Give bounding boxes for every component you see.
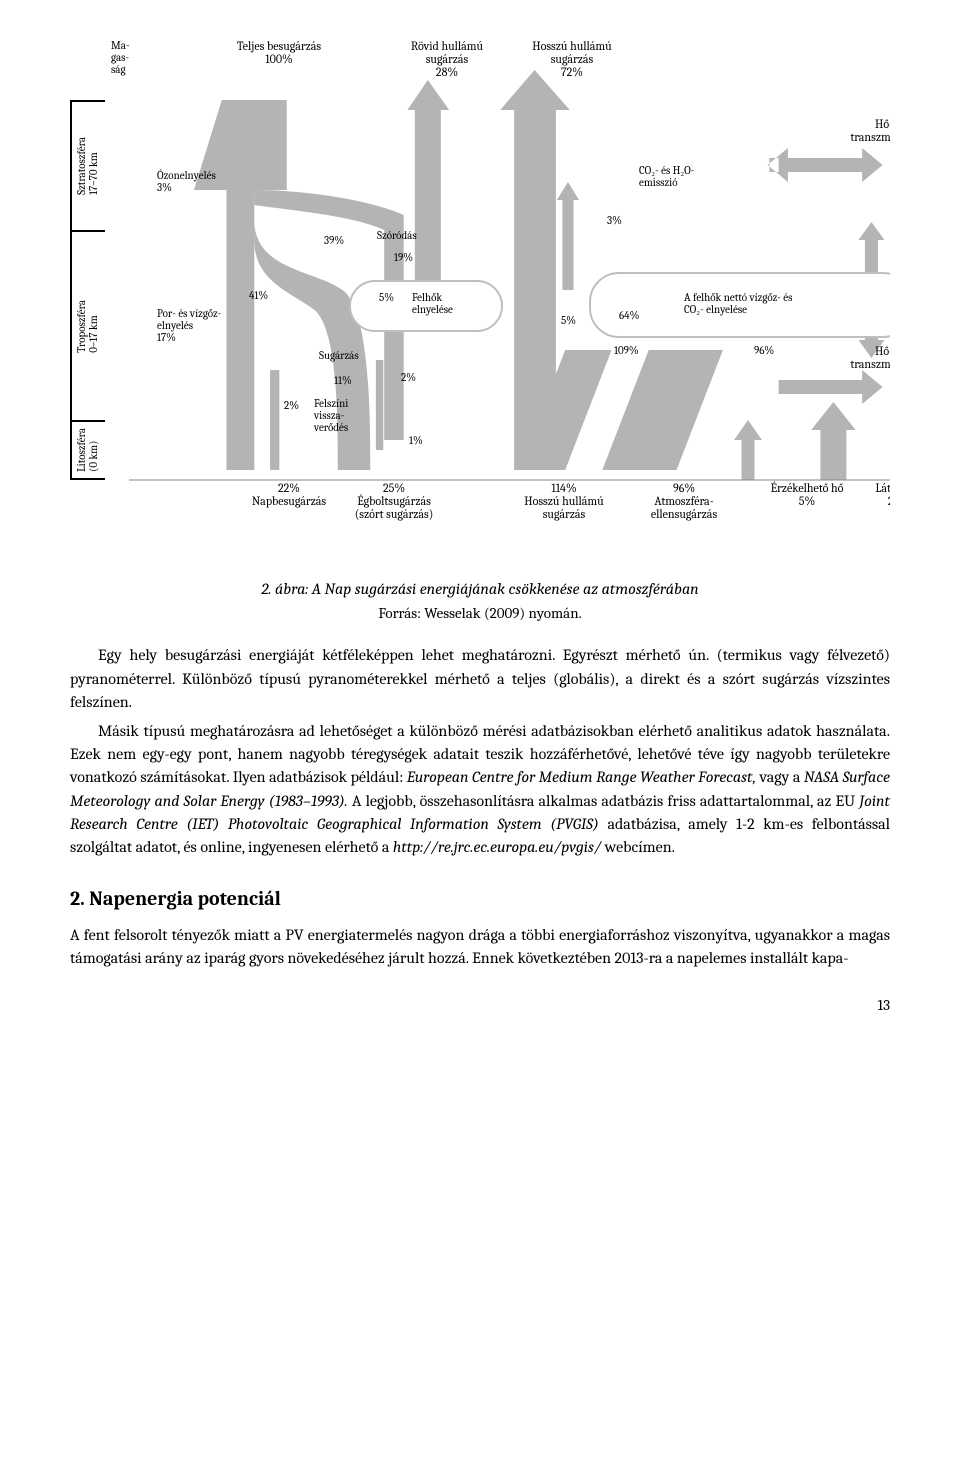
diagram-canvas: Teljes besugárzás100% Rövid hullámúsugár…	[129, 40, 890, 560]
lbl-mid-17: 64%	[619, 310, 639, 322]
paragraph-1b: Másik típusú meghatározásra ad lehetőség…	[70, 720, 890, 859]
lbl-mid-12: Felszínivissza-verődés	[314, 398, 348, 434]
lbl-mid-6: 5%	[379, 292, 394, 304]
lbl-mid-20: 96%	[754, 345, 774, 357]
lbl-mid-4: 41%	[249, 290, 268, 302]
lbl-bottom-longwave: 114%Hosszú hullámúsugárzás	[499, 482, 629, 522]
figure-caption: 2. ábra: A Nap sugárzási energiájának cs…	[70, 578, 890, 600]
figure-source: Forrás: Wesselak (2009) nyomán.	[70, 604, 890, 622]
lbl-mid-3: 19%	[394, 252, 413, 264]
lbl-mid-13: 1%	[409, 435, 423, 447]
lbl-longwave-top: Hosszú hullámúsugárzás72%	[507, 40, 637, 80]
y-axis-troposphere: Troposzféra0–17 km	[76, 300, 100, 353]
y-axis: Sztratoszféra17–70 km Troposzféra0–17 km…	[70, 40, 105, 560]
y-axis-stratosphere: Sztratoszféra17–70 km	[76, 137, 100, 195]
y-axis-header: Ma-gas-ság	[111, 40, 129, 560]
lbl-mid-19: 109%	[614, 345, 639, 357]
lbl-mid-0: Ózonelnyelés3%	[157, 170, 216, 194]
lbl-bottom-sun: 22%Napbesugárzás	[234, 482, 344, 508]
lbl-heat-trans-2: Hő-transzmisszió	[829, 345, 890, 371]
lbl-mid-15: 3%	[607, 215, 622, 227]
paragraph-1a: Egy hely besugárzási energiáját kétfélek…	[70, 644, 890, 714]
lbl-mid-10: 2%	[401, 372, 416, 384]
lbl-heat-trans-1: Hő-transzmisszió	[829, 118, 890, 144]
lbl-mid-1: 39%	[324, 235, 344, 247]
section-heading-2: 2. Napenergia potenciál	[70, 887, 890, 910]
y-axis-lithosphere: Litoszféra(0 km)	[76, 428, 100, 472]
lbl-mid-8: Sugárzás	[319, 350, 359, 362]
y-axis-title: Ma-gas-ság	[111, 40, 129, 100]
lbl-mid-7: Felhőkelnyelése	[412, 292, 453, 316]
lbl-total-irradiation: Teljes besugárzás100%	[209, 40, 349, 66]
lbl-bottom-atmo: 96%Atmoszféra-ellensugárzás	[619, 482, 749, 522]
lbl-mid-11: 2%	[284, 400, 299, 412]
lbl-mid-14: CO₂- és H₂O-emisszió	[639, 165, 694, 189]
lbl-mid-18: A felhők nettó vízgőz- ésCO₂- elnyelése	[684, 292, 792, 316]
lbl-mid-5: Por- és vízgőz-elnyelés17%	[157, 308, 221, 344]
lbl-mid-9: 11%	[334, 375, 352, 387]
page-number: 13	[70, 996, 890, 1014]
lbl-shortwave: Rövid hullámúsugárzás28%	[387, 40, 507, 80]
lbl-mid-16: 5%	[561, 315, 576, 327]
lbl-bottom-sky: 25%Égboltsugárzás(szórt sugárzás)	[329, 482, 459, 522]
page-root: Sztratoszféra17–70 km Troposzféra0–17 km…	[0, 0, 960, 1054]
lbl-mid-2: Szóródás	[377, 230, 417, 242]
fig-2-radiation-diagram: Sztratoszféra17–70 km Troposzféra0–17 km…	[70, 40, 890, 560]
paragraph-2: A fent felsorolt tényezők miatt a PV ene…	[70, 924, 890, 970]
lbl-bottom-latent: Látens hő24%	[849, 482, 890, 508]
